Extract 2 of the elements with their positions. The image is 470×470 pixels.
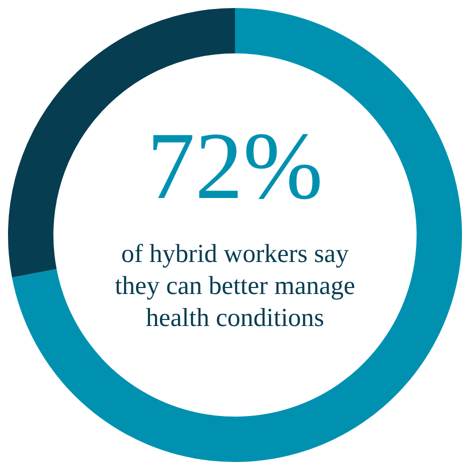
text: of hybrid workers say they can better manage health conditions	[114, 238, 356, 334]
data-label: 72%	[147, 112, 323, 220]
